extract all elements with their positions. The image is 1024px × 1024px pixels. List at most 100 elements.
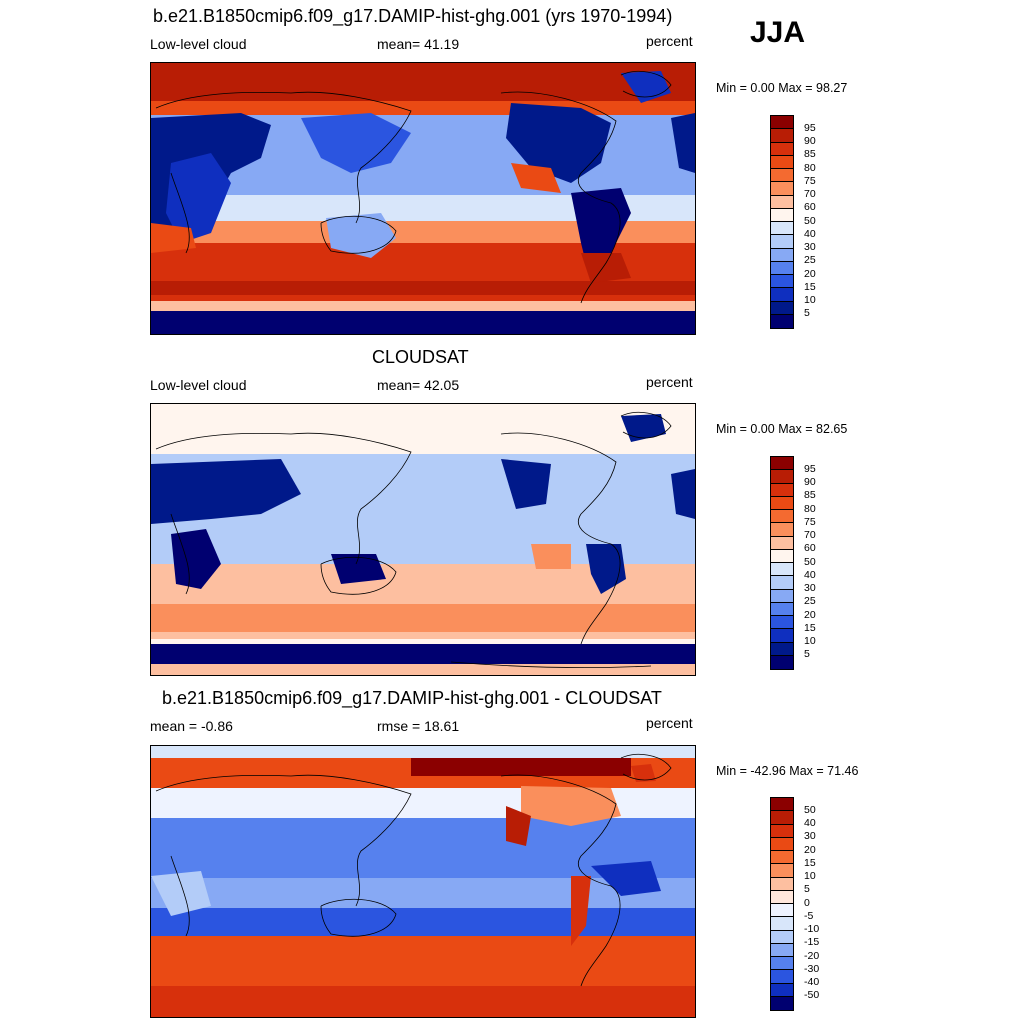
colorbar-swatch <box>771 510 793 524</box>
colorbar-swatch <box>771 235 793 249</box>
colorbar-swatch <box>771 629 793 643</box>
colorbar-swatch <box>771 563 793 577</box>
colorbar-swatch <box>771 576 793 590</box>
colorbar-tick-label: 20 <box>804 843 816 856</box>
colorbar-swatch <box>771 496 793 510</box>
panel2-center-label: mean= 42.05 <box>377 377 460 393</box>
colorbar-tick-label: 20 <box>804 608 816 621</box>
colorbar-tick-label: 40 <box>804 227 816 240</box>
colorbar-swatch <box>771 457 793 471</box>
colorbar-tick-label: 10 <box>804 635 816 647</box>
panel2-units: percent <box>646 374 693 390</box>
panel1-minmax: Min = 0.00 Max = 98.27 <box>716 81 848 95</box>
panel2-title: CLOUDSAT <box>372 347 469 367</box>
colorbar-tick-label: 25 <box>804 254 816 267</box>
colorbar-swatch <box>771 904 793 918</box>
colorbar-tick-label: 30 <box>804 241 816 253</box>
panel3-minmax: Min = -42.96 Max = 71.46 <box>716 764 859 778</box>
colorbar-swatch <box>771 288 793 302</box>
colorbar-tick-label: 90 <box>804 135 816 147</box>
colorbar-swatch <box>771 155 793 169</box>
panel3-center-label: rmse = 18.61 <box>377 718 460 734</box>
colorbar-tick-label: -30 <box>804 962 820 975</box>
colorbar-tick-label: 10 <box>804 870 816 882</box>
colorbar-tick-label: 25 <box>804 595 816 608</box>
colorbar-swatch <box>771 811 793 825</box>
colorbar-swatch <box>771 314 793 328</box>
colorbar-swatch <box>771 798 793 812</box>
colorbar-tick-label: 70 <box>804 188 816 200</box>
panel1-title: b.e21.B1850cmip6.f09_g17.DAMIP-hist-ghg.… <box>153 6 673 26</box>
colorbar-tick-label: 80 <box>804 502 816 515</box>
season-label: JJA <box>750 16 806 49</box>
colorbar-tick-label: 30 <box>804 582 816 594</box>
colorbar-swatch <box>771 142 793 156</box>
colorbar-tick-label: -40 <box>804 976 820 988</box>
colorbar-swatch <box>771 616 793 630</box>
colorbar-tick-label: 20 <box>804 267 816 280</box>
colorbar-tick-label: 70 <box>804 529 816 541</box>
colorbar-tick-label: 15 <box>804 280 816 293</box>
colorbar-tick-label: -5 <box>804 909 814 922</box>
colorbar-tick-label: 50 <box>804 555 816 568</box>
panel3-title: b.e21.B1850cmip6.f09_g17.DAMIP-hist-ghg.… <box>162 688 662 708</box>
colorbar-tick-label: 40 <box>804 568 816 581</box>
colorbar-tick-label: 90 <box>804 476 816 488</box>
colorbar-swatch <box>771 890 793 904</box>
colorbar-swatch <box>771 549 793 563</box>
colorbar-tick-label: 5 <box>804 883 810 896</box>
colorbar-swatch <box>771 301 793 315</box>
colorbar-swatch <box>771 996 793 1010</box>
panel1-map <box>150 62 696 335</box>
colorbar-tick-label: 0 <box>804 896 810 909</box>
colorbar-tick-label: 5 <box>804 648 810 661</box>
colorbar-swatch <box>771 877 793 891</box>
colorbar-swatch <box>771 983 793 997</box>
colorbar-tick-label: 80 <box>804 161 816 174</box>
colorbar-tick-label: 10 <box>804 294 816 306</box>
colorbar-tick-label: 15 <box>804 856 816 869</box>
colorbar-swatch <box>771 970 793 984</box>
colorbar-swatch <box>771 261 793 275</box>
panel3-left-label: mean = -0.86 <box>150 718 233 734</box>
colorbar-tick-label: 50 <box>804 803 816 816</box>
colorbar-swatch <box>771 116 793 130</box>
colorbar-swatch <box>771 275 793 289</box>
colorbar-swatch <box>771 129 793 143</box>
colorbar-swatch <box>771 602 793 616</box>
colorbar-swatch <box>771 195 793 209</box>
colorbar-swatch <box>771 523 793 537</box>
colorbar-swatch <box>771 222 793 236</box>
colorbar-swatch <box>771 655 793 669</box>
colorbar-tick-label: 85 <box>804 148 816 161</box>
colorbar-tick-label: 50 <box>804 214 816 227</box>
colorbar-swatch <box>771 851 793 865</box>
panel2-minmax: Min = 0.00 Max = 82.65 <box>716 422 848 436</box>
panel3-units: percent <box>646 715 693 731</box>
panel1-colorbar <box>770 115 794 329</box>
colorbar-tick-label: -10 <box>804 923 820 935</box>
panel2-left-label: Low-level cloud <box>150 377 247 393</box>
panel3-colorbar <box>770 797 794 1011</box>
colorbar-tick-label: 5 <box>804 307 810 320</box>
colorbar-swatch <box>771 837 793 851</box>
panel1-center-label: mean= 41.19 <box>377 36 460 52</box>
colorbar-tick-label: -50 <box>804 989 820 1002</box>
colorbar-swatch <box>771 642 793 656</box>
colorbar-tick-label: 95 <box>804 462 816 475</box>
colorbar-swatch <box>771 589 793 603</box>
colorbar-swatch <box>771 943 793 957</box>
colorbar-swatch <box>771 536 793 550</box>
colorbar-tick-label: 60 <box>804 201 816 214</box>
colorbar-tick-label: 85 <box>804 489 816 502</box>
colorbar-tick-label: 30 <box>804 830 816 843</box>
colorbar-swatch <box>771 824 793 838</box>
colorbar-tick-label: 75 <box>804 515 816 528</box>
colorbar-tick-label: 15 <box>804 621 816 634</box>
panel2-map <box>150 403 696 676</box>
colorbar-swatch <box>771 930 793 944</box>
colorbar-tick-label: 60 <box>804 542 816 555</box>
panel1-units: percent <box>646 33 693 49</box>
colorbar-tick-label: 40 <box>804 817 816 829</box>
colorbar-tick-label: 95 <box>804 121 816 134</box>
